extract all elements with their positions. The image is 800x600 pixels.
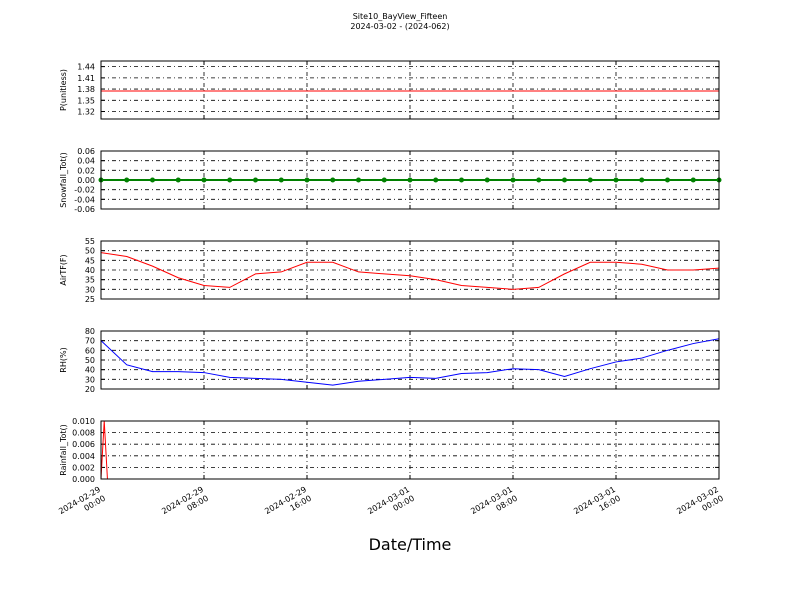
y-tick-label: 45 — [85, 256, 95, 265]
plot-frame — [100, 60, 720, 120]
y-tick-label: 0.00 — [77, 176, 95, 185]
y-tick-label: 0.008 — [72, 429, 95, 438]
y-tick-label: -0.02 — [74, 186, 95, 195]
y-tick-label: -0.04 — [74, 195, 95, 204]
data-point — [253, 177, 258, 183]
y-tick-label: 0.000 — [72, 475, 95, 484]
data-point — [201, 177, 207, 183]
data-point — [562, 177, 567, 183]
y-tick-label: 55 — [85, 237, 95, 246]
y-tick-label: 40 — [85, 266, 95, 275]
data-point — [150, 177, 155, 183]
data-point — [639, 177, 645, 183]
y-tick-label: 0.006 — [72, 440, 95, 449]
y-tick-label: 80 — [85, 327, 95, 336]
data-line — [100, 338, 720, 386]
x-tick-label: 2024-02-2916:00 — [263, 485, 313, 525]
data-point — [690, 177, 696, 183]
data-point — [278, 177, 284, 183]
x-tick-label: 2024-03-0200:00 — [675, 485, 725, 525]
data-point — [459, 177, 464, 183]
y-tick-label: 30 — [85, 285, 95, 294]
y-axis-label: Snowfall_Tot() — [59, 152, 68, 208]
data-point — [510, 177, 516, 183]
data-point — [356, 177, 361, 183]
y-tick-label: 0.010 — [72, 417, 95, 426]
y-tick-label: 30 — [85, 375, 95, 384]
data-point — [484, 177, 490, 183]
data-point — [330, 177, 336, 183]
plot-frame — [100, 240, 720, 300]
x-tick-label: 2024-03-0116:00 — [572, 485, 622, 525]
data-point — [124, 177, 130, 183]
data-point — [407, 177, 413, 183]
y-tick-label: 0.004 — [72, 452, 95, 461]
data-point — [536, 177, 542, 183]
y-tick-label: 60 — [85, 346, 95, 355]
y-tick-label: 1.44 — [77, 63, 95, 72]
x-tick-label: 2024-02-2900:00 — [57, 485, 107, 525]
data-point — [433, 177, 439, 183]
y-tick-label: 1.35 — [77, 96, 95, 105]
x-tick-label: 2024-02-2908:00 — [160, 485, 210, 525]
y-tick-label: 0.06 — [77, 147, 95, 156]
y-tick-label: 0.002 — [72, 463, 95, 472]
data-point — [613, 177, 619, 183]
data-point — [227, 177, 233, 183]
y-axis-label: RH(%) — [59, 347, 68, 372]
plot-frame — [100, 150, 720, 210]
chart-subtitle: 2024-03-02 - (2024-062) — [350, 22, 449, 31]
y-tick-label: -0.06 — [74, 205, 95, 214]
data-line — [100, 252, 720, 290]
y-tick-label: 70 — [85, 337, 95, 346]
y-axis-label: Rainfall_Tot() — [59, 424, 68, 476]
y-axis-label: P(unitless) — [59, 69, 68, 111]
data-point — [665, 177, 670, 183]
y-tick-label: 20 — [85, 385, 95, 394]
y-tick-label: 35 — [85, 276, 95, 285]
y-tick-label: 1.38 — [77, 85, 95, 94]
data-point — [175, 177, 181, 183]
y-tick-label: 1.41 — [77, 74, 95, 83]
y-tick-label: 50 — [85, 356, 95, 365]
y-tick-label: 50 — [85, 247, 95, 256]
data-point — [587, 177, 593, 183]
plot-frame — [100, 330, 720, 390]
y-tick-label: 1.32 — [77, 108, 95, 117]
y-tick-label: 0.02 — [77, 166, 95, 175]
chart-title: Site10_BayView_Fifteen — [353, 12, 448, 21]
plot-frame — [100, 420, 720, 480]
x-tick-label: 2024-03-0100:00 — [366, 485, 416, 525]
y-axis-label: AirTF(F) — [59, 254, 68, 285]
y-tick-label: 40 — [85, 366, 95, 375]
data-point — [381, 177, 387, 183]
x-tick-label: 2024-03-0108:00 — [469, 485, 519, 525]
y-tick-label: 25 — [85, 295, 95, 304]
data-point — [304, 177, 310, 183]
y-tick-label: 0.04 — [77, 157, 95, 166]
x-axis-label: Date/Time — [369, 535, 452, 554]
